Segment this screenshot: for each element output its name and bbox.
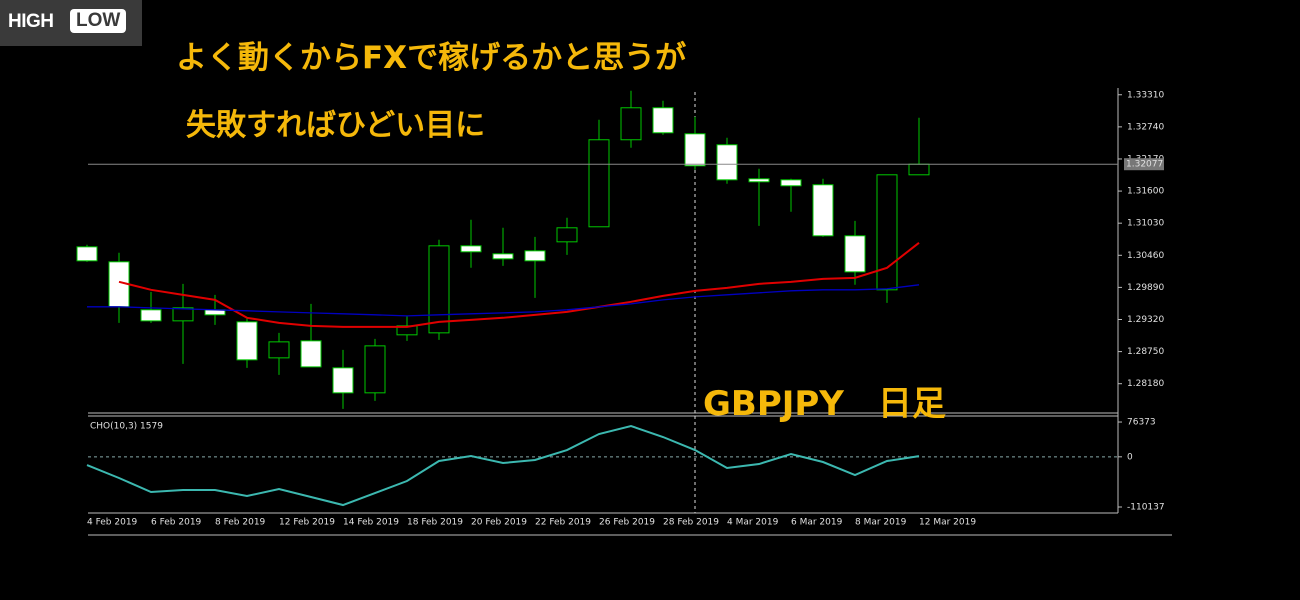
y-tick-label: 1.31030 [1127, 219, 1164, 229]
indicator-line [86, 424, 920, 507]
y-tick-label: 1.29320 [1127, 315, 1164, 325]
candle-body [844, 235, 866, 273]
x-tick-label: 18 Feb 2019 [407, 518, 463, 528]
y-tick-label: 76373 [1127, 418, 1156, 428]
y-tick-label: 1.30460 [1127, 251, 1164, 261]
candle-body [908, 163, 930, 176]
candle-body [780, 179, 802, 187]
candle-body [364, 345, 386, 394]
x-tick-label: 4 Mar 2019 [727, 518, 779, 528]
y-tick-label: 1.31600 [1127, 187, 1164, 197]
headline: よく動くからFXで稼げるかと思うが [176, 40, 687, 76]
candle-body [332, 367, 354, 394]
x-tick-label: 14 Feb 2019 [343, 518, 399, 528]
candle-body [748, 178, 770, 183]
candle-body [300, 340, 322, 368]
candle-body [812, 184, 834, 237]
y-tick-label: 1.29890 [1127, 283, 1164, 293]
price-label-box [1124, 158, 1164, 171]
x-tick-label: 22 Feb 2019 [535, 518, 591, 528]
candle-body [428, 245, 450, 334]
y-tick-label: 0 [1127, 452, 1133, 462]
candle-body [492, 253, 514, 260]
headline: 失敗すればひどい目に [186, 108, 486, 143]
candle-body [556, 227, 578, 243]
logo: HIGH LOW [0, 0, 142, 46]
candle-body [876, 174, 898, 291]
x-tick-label: 6 Feb 2019 [151, 518, 202, 528]
x-tick-label: 28 Feb 2019 [663, 518, 719, 528]
candle-body [716, 144, 738, 181]
moving-average [118, 241, 920, 328]
y-tick-label: 1.33310 [1127, 90, 1164, 100]
x-tick-label: 12 Mar 2019 [919, 518, 976, 528]
candle-body [268, 341, 290, 359]
candle-body [588, 139, 610, 228]
candle-body [76, 246, 98, 262]
moving-average [87, 284, 920, 317]
candle-body [172, 307, 194, 322]
x-tick-label: 6 Mar 2019 [791, 518, 843, 528]
logo-left: HIGH [8, 11, 54, 32]
x-tick-label: 26 Feb 2019 [599, 518, 655, 528]
candle-body [620, 107, 642, 141]
x-tick-label: 4 Feb 2019 [87, 518, 138, 528]
y-tick-label: 1.28180 [1127, 379, 1164, 389]
candle-body [684, 133, 706, 167]
chart-annotation: GBPJPY 日足 [703, 384, 946, 424]
candle-body [652, 107, 674, 134]
x-tick-label: 8 Mar 2019 [855, 518, 907, 528]
candle-body [236, 321, 258, 361]
x-tick-label: 12 Feb 2019 [279, 518, 335, 528]
x-tick-label: 8 Feb 2019 [215, 518, 266, 528]
x-tick-label: 20 Feb 2019 [471, 518, 527, 528]
y-tick-label: -110137 [1127, 503, 1165, 513]
candle-body [140, 309, 162, 322]
price-label: 1.32077 [1126, 160, 1163, 170]
y-tick-label: 1.32740 [1127, 122, 1164, 132]
y-tick-label: 1.28750 [1127, 347, 1164, 357]
candle-body [524, 250, 546, 262]
indicator-title: CHO(10,3) 1579 [90, 422, 163, 432]
candle-body [460, 245, 482, 253]
logo-right: LOW [70, 9, 127, 33]
